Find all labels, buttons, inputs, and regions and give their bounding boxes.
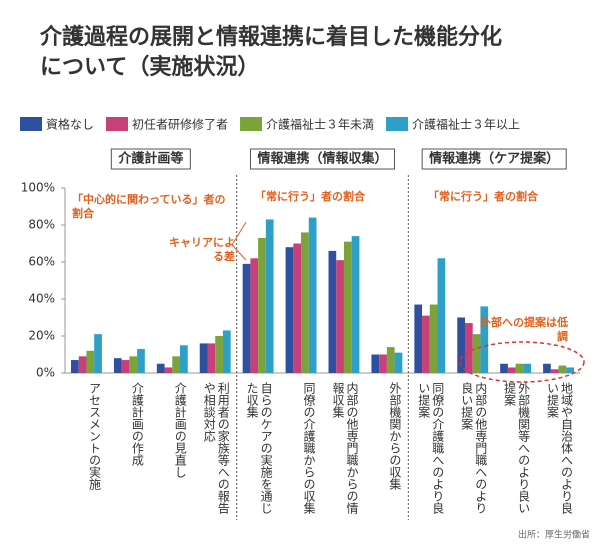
bar xyxy=(386,347,395,373)
bar xyxy=(293,243,302,373)
bar xyxy=(156,363,165,373)
source: 出所：厚生労働省 xyxy=(518,529,590,541)
bar xyxy=(250,258,259,373)
bar xyxy=(379,354,387,373)
bar xyxy=(371,354,380,373)
section-label: 情報連携（情報収集） xyxy=(257,151,387,167)
legend-label: 初任者研修修了者 xyxy=(132,117,228,132)
x-tick-label: 介護計画の見直し xyxy=(173,382,188,478)
annotation: キャリアによる差 xyxy=(169,236,235,263)
bar xyxy=(543,363,551,373)
y-tick-label: 100% xyxy=(21,181,55,195)
bar xyxy=(164,367,173,373)
arrow xyxy=(231,221,247,246)
bar xyxy=(129,356,138,373)
bar xyxy=(285,247,294,373)
bar xyxy=(480,306,489,373)
legend-swatch xyxy=(386,117,409,131)
annotation: 「中心的に関わっている」者の割合 xyxy=(72,193,226,220)
bar xyxy=(394,352,403,373)
legend-swatch xyxy=(20,117,42,131)
bar xyxy=(113,358,122,373)
bar xyxy=(265,219,274,373)
bar xyxy=(242,263,251,373)
bar xyxy=(172,356,181,373)
x-tick-label: 介護計画の作成 xyxy=(130,382,145,466)
y-tick-label: 0% xyxy=(36,366,55,380)
bar xyxy=(71,360,79,373)
bar xyxy=(429,304,438,373)
x-tick-label: 同僚の介護職からの収集 xyxy=(302,382,317,514)
bar xyxy=(437,258,446,373)
bar xyxy=(328,250,337,373)
bar xyxy=(336,260,344,373)
bar xyxy=(500,363,508,373)
bar xyxy=(86,350,95,373)
bar xyxy=(558,365,567,373)
bar xyxy=(308,217,317,373)
bar xyxy=(137,348,145,373)
bar xyxy=(515,363,524,373)
bar xyxy=(215,336,223,373)
bar xyxy=(121,360,130,373)
bar xyxy=(550,369,559,373)
section-box xyxy=(421,148,567,170)
bar xyxy=(222,330,231,373)
legend-swatch xyxy=(240,117,263,131)
x-tick-label: 同僚の介護職へのより良い提案 xyxy=(416,382,445,514)
legend-label: 資格なし xyxy=(46,117,94,132)
section-box xyxy=(249,148,396,170)
highlight xyxy=(459,341,585,383)
section-label: 情報連携（ケア提案） xyxy=(429,151,559,167)
x-tick-label: アセスメントの実施 xyxy=(87,382,102,490)
bar xyxy=(199,343,208,373)
bar xyxy=(301,232,309,373)
bar xyxy=(422,315,430,373)
legend-swatch xyxy=(106,117,129,131)
bar xyxy=(94,334,102,373)
chart-title: 介護過程の展開と情報連携に着目した機能分化 xyxy=(39,24,502,50)
bar xyxy=(523,363,532,373)
x-tick-label: 内部の他専門職からの情報収集 xyxy=(330,382,359,514)
bar xyxy=(414,304,423,373)
annotation: 「常に行う」者の割合 xyxy=(428,190,538,203)
x-tick-label: 内部の他専門職へのより良い提案 xyxy=(459,382,488,514)
annotation: 「常に行う」者の割合 xyxy=(255,190,365,203)
bar xyxy=(343,241,352,373)
bar xyxy=(351,236,360,373)
bar xyxy=(566,367,574,373)
bar xyxy=(258,237,266,373)
legend-label: 介護福祉士３年未満 xyxy=(266,117,374,132)
x-tick-label: 外部機関等へのより良い提案 xyxy=(502,382,531,514)
legend-label: 介護福祉士３年以上 xyxy=(412,117,520,132)
y-tick-label: 20% xyxy=(28,329,55,343)
bar xyxy=(507,367,516,373)
arrow xyxy=(231,244,247,261)
x-tick-label: 地域や自治体へのより良い提案 xyxy=(545,382,574,514)
bar xyxy=(464,323,473,373)
chart-title: について（実施状況） xyxy=(40,54,259,80)
bar xyxy=(78,356,87,373)
annotation: 外部への提案は低調 xyxy=(480,316,568,343)
x-tick-label: 外部機関からの収集 xyxy=(387,382,402,490)
bar xyxy=(472,334,481,373)
y-tick-label: 80% xyxy=(28,218,55,232)
section-box xyxy=(110,148,191,170)
bar xyxy=(207,343,216,373)
x-tick-label: 自らのケアの実施を通じた収集 xyxy=(245,382,274,514)
x-tick-label: 利用者の家族等への報告や相談対応 xyxy=(202,382,231,514)
y-tick-label: 40% xyxy=(28,292,55,306)
bar xyxy=(180,345,188,373)
y-tick-label: 60% xyxy=(28,255,55,269)
section-label: 介護計画等 xyxy=(117,151,183,167)
bar xyxy=(457,317,465,373)
